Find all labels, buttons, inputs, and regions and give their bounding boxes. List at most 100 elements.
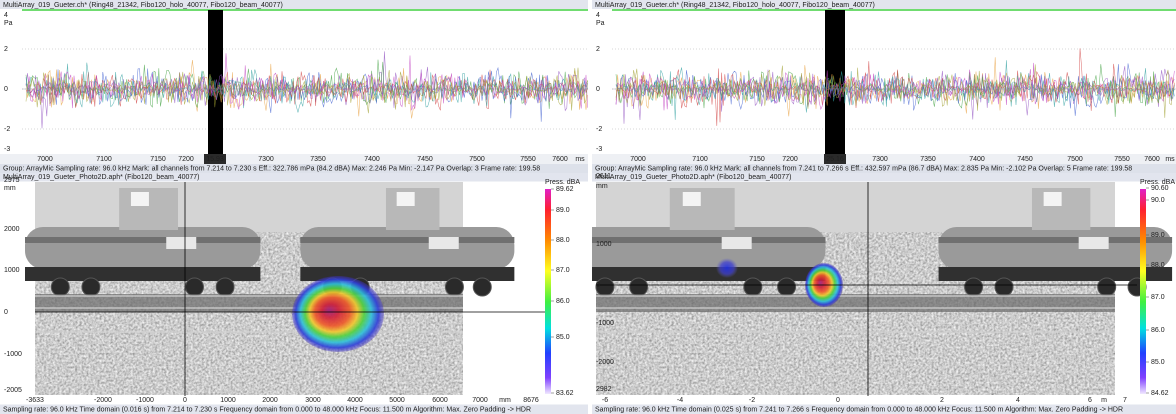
x-axis-label: 7000 xyxy=(37,156,53,163)
x-axis-label: 7600 xyxy=(552,156,568,163)
status-text: Group: ArrayMic Sampling rate: 96.0 kHz … xyxy=(595,165,1132,172)
x-axis-label: 7100 xyxy=(96,156,112,163)
y-axis-label: 0 xyxy=(596,282,600,289)
sign-plate xyxy=(166,237,196,249)
x-axis-label: 7600 xyxy=(1144,156,1160,163)
scale-label: 86.0 xyxy=(556,298,570,305)
y-axis-label: 4 xyxy=(596,12,600,19)
sign-plate xyxy=(683,192,701,206)
y-axis-label: -2 xyxy=(4,126,10,133)
panel: MultiArray_019_Gueter.ch* (Ring48_21342,… xyxy=(0,0,588,414)
scale-label: 89.0 xyxy=(556,207,570,214)
y-axis-label: -2000 xyxy=(596,359,614,366)
scale-label: 83.62 xyxy=(556,390,574,397)
wheel xyxy=(82,278,100,296)
x-axis-label: 7450 xyxy=(1017,156,1033,163)
x-axis-label: 7200 xyxy=(178,156,194,163)
wheel xyxy=(1098,278,1116,296)
scale-label: 90.0 xyxy=(1151,197,1165,204)
y-axis-label: -3 xyxy=(596,146,602,153)
wheel xyxy=(630,278,648,296)
scale-label: 84.62 xyxy=(1151,390,1169,397)
color-scale xyxy=(545,189,551,394)
x-axis-label: 4000 xyxy=(347,397,363,404)
x-axis-label: 8676 xyxy=(523,397,539,404)
x-axis-label: 7500 xyxy=(469,156,485,163)
scale-title: Press. dBA xyxy=(545,179,580,186)
tank-dome xyxy=(670,188,735,230)
y-axis-label: -1000 xyxy=(596,320,614,327)
tank-band xyxy=(25,237,260,243)
y-axis-label: 0 xyxy=(4,309,8,316)
sign-plate xyxy=(131,192,149,206)
window-title: MultiArray_019_Gueter_Photo2D.aph* (Fibo… xyxy=(595,174,792,181)
x-axis-label: 7550 xyxy=(520,156,536,163)
scale-label: 89.0 xyxy=(1151,232,1165,239)
x-axis-label: ms xyxy=(575,156,585,163)
y-axis-label: 2000 xyxy=(4,226,20,233)
x-axis-label: 1000 xyxy=(220,397,236,404)
y-axis-label: 1000 xyxy=(596,241,612,248)
window-title: MultiArray_019_Gueter.ch* (Ring48_21342,… xyxy=(3,2,283,9)
y-axis-label: -2 xyxy=(596,126,602,133)
y-axis-label: 0 xyxy=(596,86,600,93)
x-axis-label: 3000 xyxy=(305,397,321,404)
x-axis-label: 5000 xyxy=(389,397,405,404)
rail-bed xyxy=(35,294,463,312)
y-axis-label: Pa xyxy=(596,20,605,27)
y-axis-label: Pa xyxy=(4,20,13,27)
status-text: Sampling rate: 96.0 kHz Time domain (0.0… xyxy=(3,406,531,413)
scale-label: 86.0 xyxy=(1151,327,1165,334)
x-axis-label: 7400 xyxy=(969,156,985,163)
wheel xyxy=(445,278,463,296)
status-text: Sampling rate: 96.0 kHz Time domain (0.0… xyxy=(595,406,1123,413)
screen: MultiArray_019_Gueter.ch* (Ring48_21342,… xyxy=(0,0,1176,414)
wheel xyxy=(778,278,796,296)
x-axis-strip xyxy=(0,154,588,164)
tank-band xyxy=(939,237,1173,243)
y-axis-label: 2611 xyxy=(596,173,611,180)
x-axis-label: 2 xyxy=(940,397,944,404)
x-axis-label: 7550 xyxy=(1114,156,1130,163)
sign-plate xyxy=(397,192,415,206)
x-axis-label: 7 xyxy=(1123,397,1127,404)
x-axis-label: 7450 xyxy=(417,156,433,163)
x-axis-label: 0 xyxy=(836,397,840,404)
x-axis-label: 2000 xyxy=(262,397,278,404)
wheel xyxy=(51,278,69,296)
x-axis-label: 7400 xyxy=(364,156,380,163)
sound-source xyxy=(292,276,384,352)
cursor-label: 25.16 xyxy=(826,156,844,163)
x-axis-label: 0 xyxy=(183,397,187,404)
y-axis-label: 2 xyxy=(4,46,8,53)
x-axis-label: -6 xyxy=(602,397,608,404)
tank-body xyxy=(300,227,514,269)
x-axis-label: 7000 xyxy=(630,156,646,163)
y-axis-label: -1000 xyxy=(4,351,22,358)
x-axis-label: 7350 xyxy=(920,156,936,163)
y-axis-label: mm xyxy=(4,185,16,192)
y-axis-label: 2 xyxy=(596,46,600,53)
x-axis-label: -2 xyxy=(749,397,755,404)
x-axis-label: -3633 xyxy=(26,397,44,404)
scale-label: 87.0 xyxy=(1151,294,1165,301)
color-scale xyxy=(1140,189,1146,394)
scale-label: 88.0 xyxy=(1151,262,1165,269)
scale-label: 87.0 xyxy=(556,267,570,274)
x-axis-label: 6 xyxy=(1088,397,1092,404)
x-axis-label: -4 xyxy=(677,397,683,404)
y-axis-label: 2975 xyxy=(4,177,20,184)
x-axis-label: mm xyxy=(499,397,511,404)
sign-plate xyxy=(722,237,752,249)
wheel xyxy=(216,278,234,296)
x-axis-label: ms xyxy=(1165,156,1175,163)
y-axis-label: mm xyxy=(596,183,608,190)
x-axis-label: -1000 xyxy=(136,397,154,404)
wheel xyxy=(965,278,983,296)
tank-body xyxy=(566,227,826,269)
x-axis-label: 7000 xyxy=(472,397,488,404)
wheel xyxy=(473,278,491,296)
cursor-label: 15.93 xyxy=(206,156,224,163)
scale-label: 85.0 xyxy=(1151,359,1165,366)
status-text: Group: ArrayMic Sampling rate: 96.0 kHz … xyxy=(3,165,540,172)
